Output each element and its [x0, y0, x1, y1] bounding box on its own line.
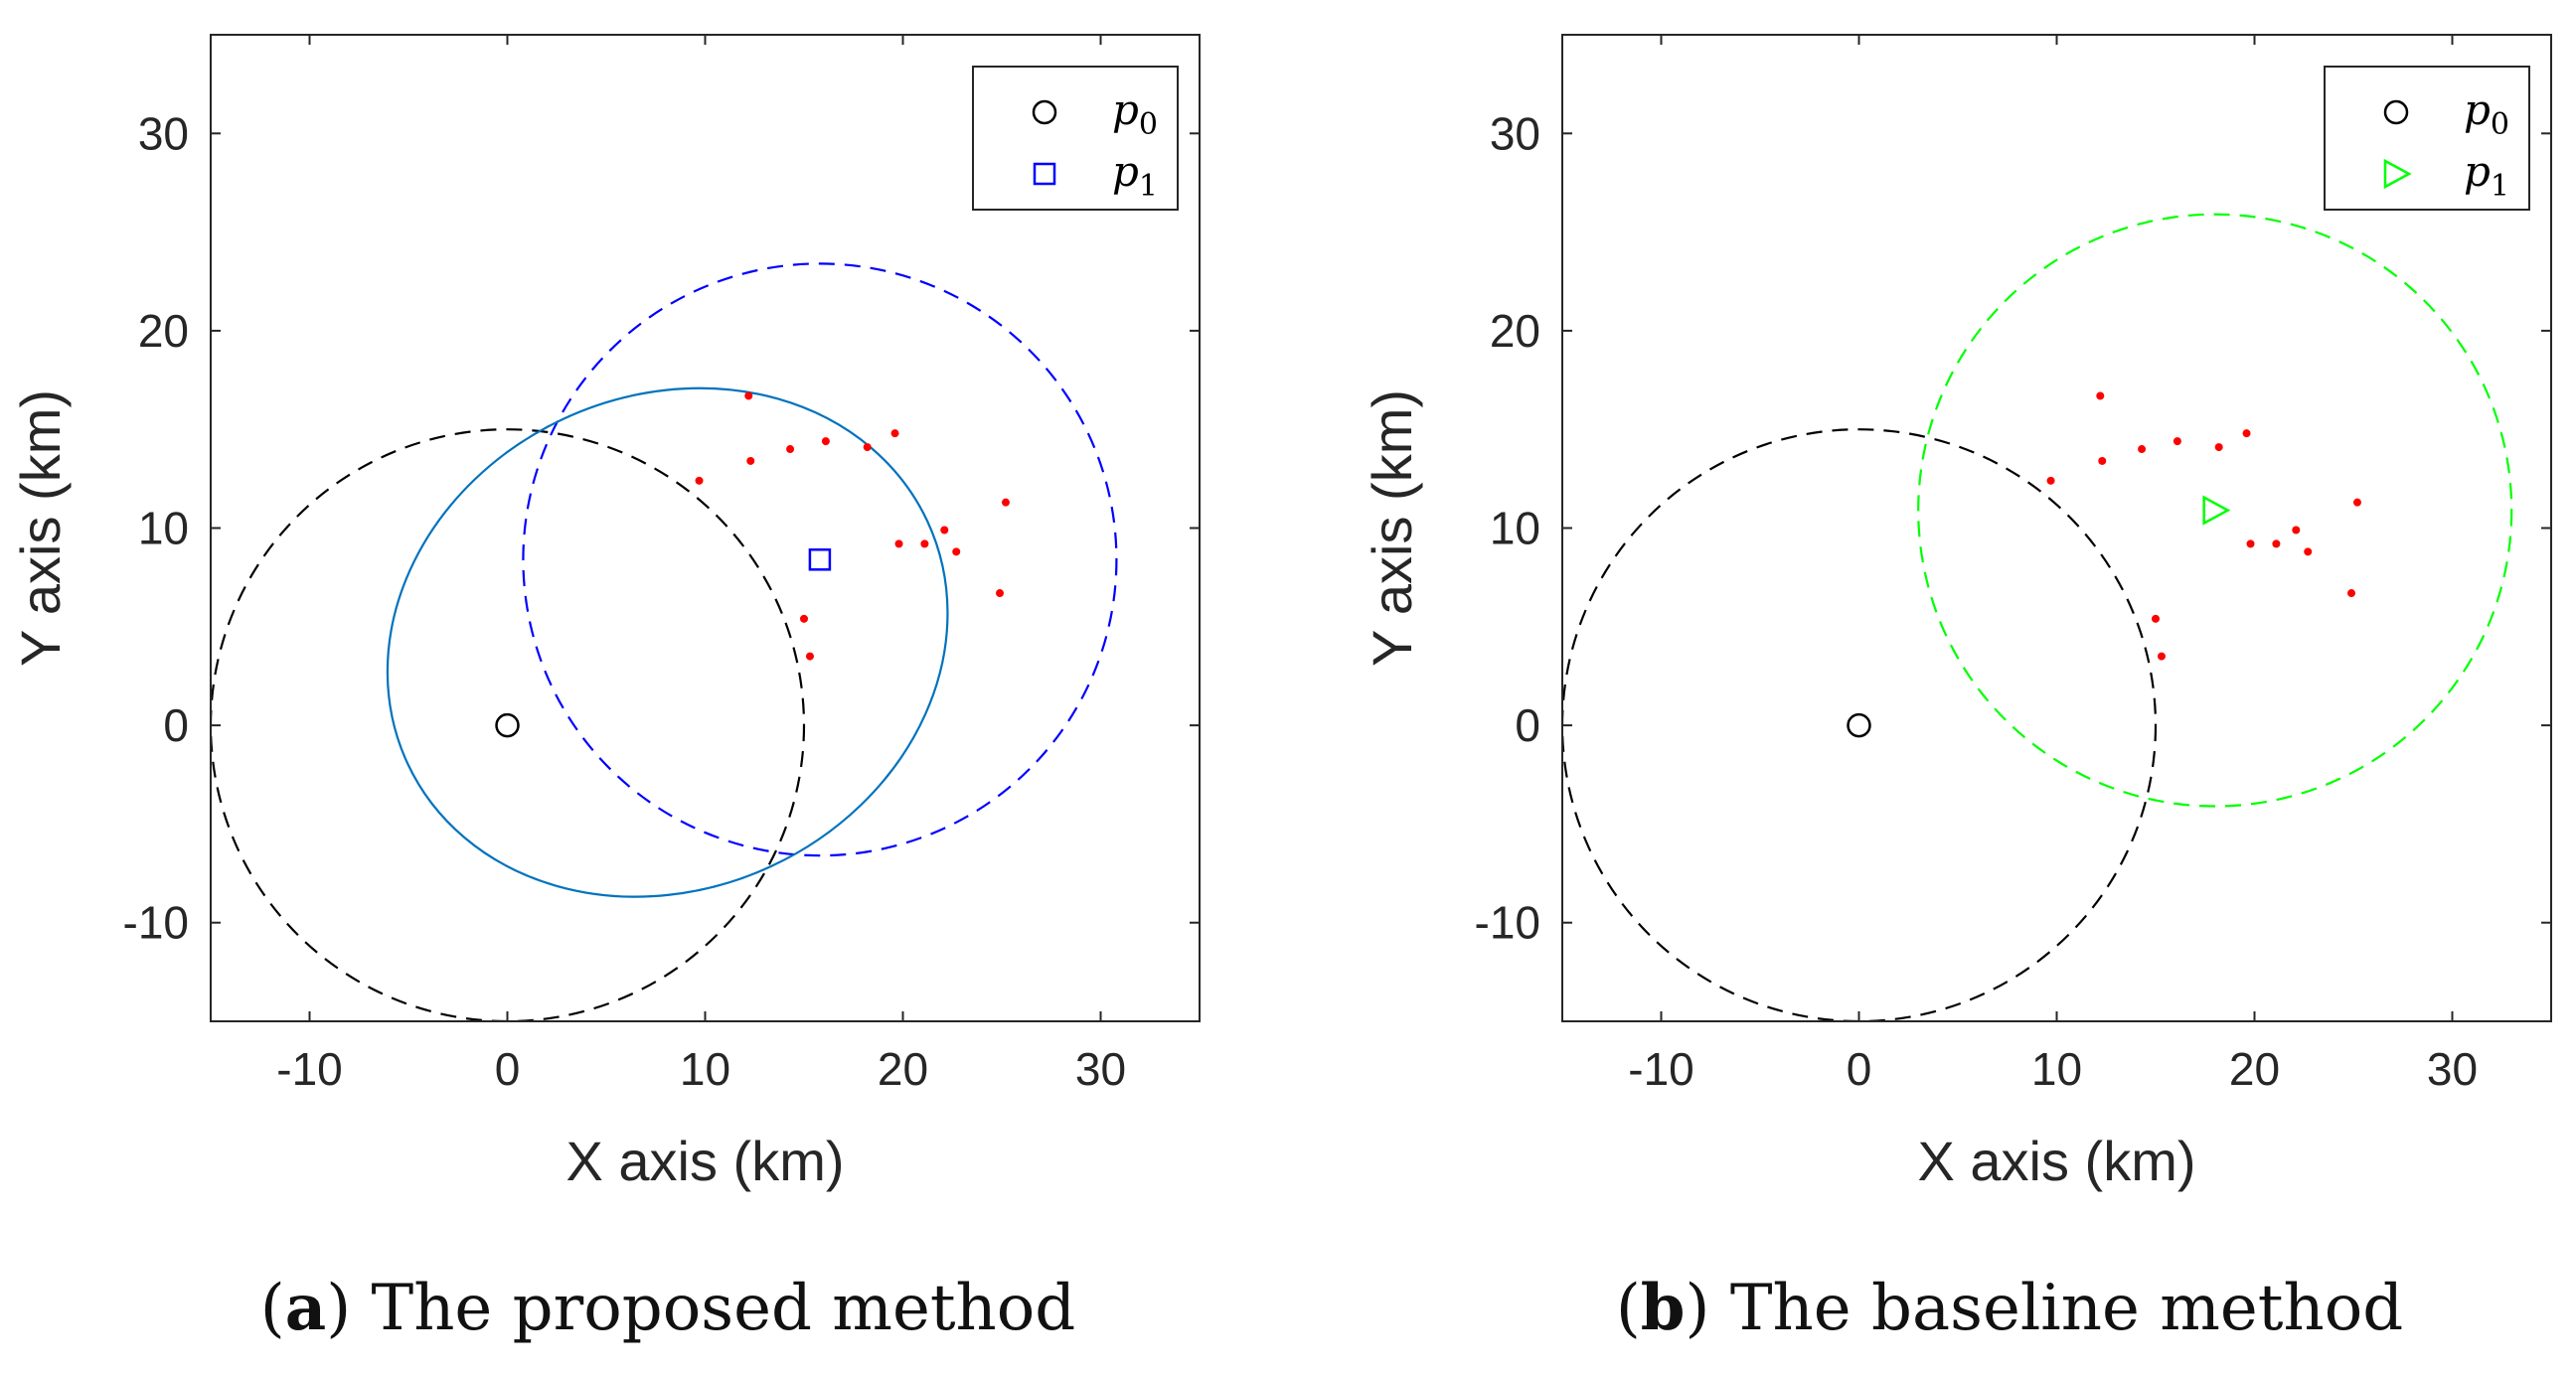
y-tick-label: 20: [138, 305, 189, 357]
x-tick-label: 30: [1075, 1043, 1126, 1095]
x-tick-label: 10: [2031, 1043, 2082, 1095]
legend-label-subscript: 1: [2491, 169, 2509, 204]
legend-label: p1: [1112, 147, 1158, 204]
legend-triangle-icon: [2383, 158, 2412, 190]
data-point: [695, 476, 704, 485]
data-point: [2157, 652, 2166, 661]
data-point: [2304, 547, 2313, 556]
legend-circle-icon: [1032, 99, 1057, 125]
p0-marker: [1847, 712, 1871, 738]
data-point: [2242, 429, 2251, 438]
legend-circle-icon: [2383, 99, 2409, 125]
p0-marker: [495, 712, 520, 738]
legend-box: [2324, 66, 2530, 211]
range-circle-1: [1917, 213, 2513, 808]
y-axis-label: Y axis (km): [9, 389, 72, 667]
caption-text: The proposed method: [372, 1272, 1076, 1345]
caption-panel-tag: a: [285, 1271, 326, 1345]
p1-marker: [2202, 495, 2231, 526]
caption-open-paren: (: [260, 1272, 285, 1345]
plot-area: [1562, 213, 2513, 1021]
y-tick-label: 0: [1515, 699, 1540, 751]
legend-label: p0: [2464, 85, 2509, 142]
data-point: [2096, 391, 2105, 400]
data-point: [863, 443, 872, 452]
caption-panel-tag: b: [1641, 1271, 1686, 1345]
x-tick-label: 20: [878, 1043, 928, 1095]
data-point: [786, 445, 795, 454]
data-point: [821, 437, 830, 446]
legend-label-main: p: [1112, 147, 1139, 196]
legend-label: p1: [2464, 147, 2509, 204]
data-point: [746, 456, 755, 465]
data-point: [894, 539, 903, 548]
data-point: [890, 429, 899, 438]
caption-open-paren: (: [1616, 1272, 1641, 1345]
data-point: [2352, 498, 2361, 507]
y-tick-label: -10: [123, 897, 189, 949]
legend-label-main: p: [1112, 85, 1139, 134]
data-point: [2138, 445, 2147, 454]
x-axis-label: X axis (km): [1918, 1130, 2196, 1192]
y-tick-label: 30: [138, 107, 189, 159]
data-point: [805, 652, 814, 661]
x-axis-label: X axis (km): [566, 1130, 845, 1192]
legend-square-icon: [1033, 162, 1056, 186]
caption-close-paren: ): [326, 1272, 371, 1345]
panel-caption: (b) The baseline method: [1616, 1271, 2403, 1345]
data-point: [2347, 589, 2356, 598]
data-point: [800, 614, 808, 623]
data-point: [2046, 476, 2055, 485]
x-tick-label: 20: [2229, 1043, 2280, 1095]
legend-box: [972, 66, 1179, 211]
data-point: [2173, 437, 2181, 446]
y-tick-label: 0: [163, 699, 189, 751]
data-point: [996, 589, 1005, 598]
data-point: [1001, 498, 1010, 507]
x-tick-label: 30: [2427, 1043, 2478, 1095]
data-point: [952, 547, 961, 556]
data-point: [744, 391, 753, 400]
y-tick-label: -10: [1475, 897, 1540, 949]
data-point: [2246, 539, 2255, 548]
legend-label-main: p: [2464, 147, 2491, 196]
y-tick-label: 30: [1490, 107, 1540, 159]
y-tick-label: 20: [1490, 305, 1540, 357]
legend-label: p0: [1112, 85, 1158, 142]
legend-label-main: p: [2464, 85, 2491, 134]
x-tick-label: -10: [276, 1043, 342, 1095]
solution-ellipse: [386, 386, 949, 898]
data-point: [2152, 614, 2160, 623]
legend-label-subscript: 0: [1139, 107, 1158, 142]
y-tick-label: 10: [1490, 503, 1540, 554]
data-point: [2098, 456, 2107, 465]
x-tick-label: 0: [495, 1043, 521, 1095]
x-tick-label: 10: [680, 1043, 730, 1095]
legend-label-subscript: 1: [1139, 169, 1158, 204]
x-tick-label: 0: [1847, 1043, 1872, 1095]
x-tick-label: -10: [1628, 1043, 1693, 1095]
y-axis-label: Y axis (km): [1361, 389, 1423, 667]
data-point: [2272, 539, 2281, 548]
y-tick-label: 10: [138, 503, 189, 554]
legend-label-subscript: 0: [2491, 107, 2509, 142]
caption-close-paren: ): [1686, 1272, 1730, 1345]
data-point: [2214, 443, 2223, 452]
caption-text: The baseline method: [1730, 1272, 2403, 1345]
p1-marker: [808, 548, 832, 571]
data-point: [940, 526, 949, 535]
data-point: [2292, 526, 2301, 535]
panel-caption: (a) The proposed method: [260, 1271, 1076, 1345]
range-circle-1: [522, 262, 1118, 857]
data-point: [920, 539, 929, 548]
